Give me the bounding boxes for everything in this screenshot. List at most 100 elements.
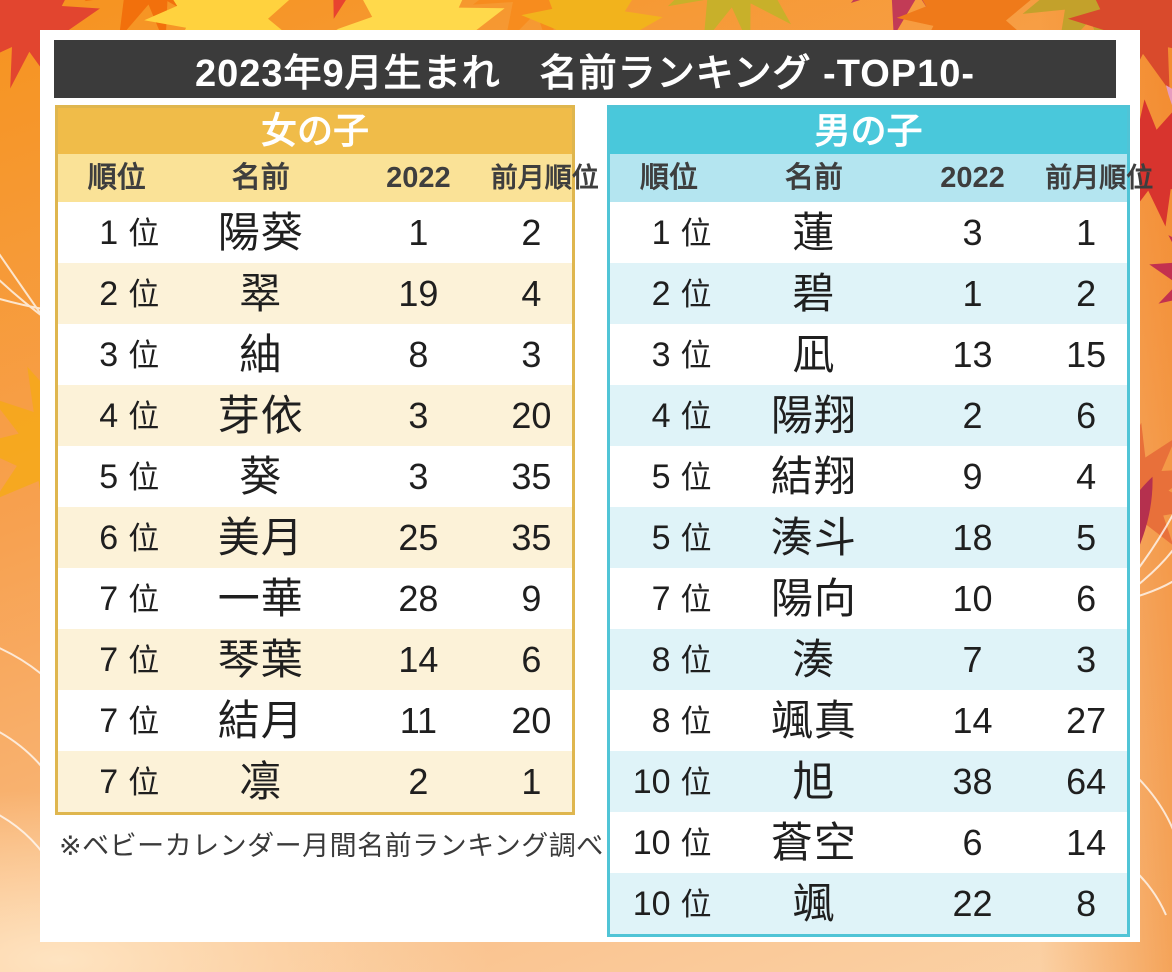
rank-unit: 位 — [680, 215, 712, 251]
rank-2022-cell: 9 — [962, 455, 983, 497]
girls-column-header-row: 順位 名前 2022 前月順位 — [56, 154, 599, 202]
name-cell: 美月 — [217, 513, 304, 561]
rank-number: 2 — [651, 274, 671, 313]
table-row: 10 位 旭 38 64 — [608, 751, 1129, 812]
column-header-prev-month: 前月順位 — [490, 154, 599, 202]
prev-month-rank-cell: 6 — [1076, 577, 1097, 619]
rank-unit: 位 — [680, 642, 712, 678]
rank-2022-cell: 25 — [398, 516, 439, 558]
prev-month-rank-cell: 2 — [1076, 272, 1097, 314]
rank-unit: 位 — [680, 398, 712, 434]
table-row: 10 位 颯 22 8 — [608, 873, 1129, 936]
name-cell: 蓮 — [792, 208, 836, 256]
name-cell: 芽依 — [217, 391, 304, 439]
prev-month-rank-cell: 8 — [1076, 882, 1097, 924]
source-note: ※ベビーカレンダー月間名前ランキング調べ — [59, 831, 604, 861]
name-cell: 颯 — [792, 879, 836, 927]
rank-unit: 位 — [680, 764, 712, 800]
name-cell: 旭 — [792, 757, 836, 805]
prev-month-rank-cell: 14 — [1066, 821, 1107, 863]
rank-number: 10 — [632, 823, 671, 862]
rank-number: 7 — [99, 579, 119, 618]
name-cell: 琴葉 — [217, 635, 304, 683]
name-cell: 湊 — [792, 635, 836, 683]
rank-cell: 10 位 — [609, 873, 729, 936]
column-header-2022: 2022 — [346, 154, 491, 202]
rank-2022-cell: 3 — [408, 455, 429, 497]
boys-table-title: 男の子 — [608, 106, 1129, 154]
prev-month-rank-cell: 27 — [1066, 699, 1107, 741]
rank-unit: 位 — [128, 276, 160, 312]
prev-month-rank-cell: 20 — [511, 699, 552, 741]
rank-number: 7 — [651, 579, 671, 618]
girls-table-title: 女の子 — [56, 106, 574, 154]
rank-number: 8 — [651, 701, 671, 740]
name-cell: 颯真 — [770, 696, 857, 744]
column-header-rank: 順位 — [56, 154, 176, 202]
rank-number: 3 — [99, 335, 119, 374]
rank-unit: 位 — [128, 337, 160, 373]
rank-2022-cell: 28 — [398, 577, 439, 619]
rank-unit: 位 — [680, 459, 712, 495]
name-cell: 紬 — [239, 330, 283, 378]
rank-number: 4 — [651, 396, 671, 435]
rank-unit: 位 — [128, 398, 160, 434]
rank-unit: 位 — [128, 703, 160, 739]
rank-number: 7 — [99, 640, 119, 679]
rank-number: 5 — [99, 457, 119, 496]
name-cell: 蒼空 — [770, 818, 857, 866]
name-cell: 葵 — [239, 452, 283, 500]
rank-unit: 位 — [128, 215, 160, 251]
rank-unit: 位 — [680, 886, 712, 922]
rank-unit: 位 — [680, 520, 712, 556]
prev-month-rank-cell: 35 — [511, 455, 552, 497]
rank-unit: 位 — [680, 276, 712, 312]
rank-2022-cell: 14 — [398, 638, 439, 680]
rank-2022-cell: 38 — [952, 760, 993, 802]
name-cell: 湊斗 — [770, 513, 857, 561]
rank-2022-cell: 14 — [952, 699, 993, 741]
rank-number: 6 — [99, 518, 119, 557]
rank-2022-cell: 19 — [398, 272, 439, 314]
name-cell: 碧 — [792, 269, 836, 317]
rank-number: 8 — [651, 640, 671, 679]
prev-month-rank-cell: 9 — [521, 577, 542, 619]
rank-2022-cell: 10 — [952, 577, 993, 619]
rank-2022-cell: 1 — [408, 211, 429, 253]
rank-2022-cell: 13 — [952, 333, 993, 375]
rank-number: 1 — [99, 213, 119, 252]
prev-month-rank-cell: 35 — [511, 516, 552, 558]
prev-month-rank-cell: 20 — [511, 394, 552, 436]
rank-2022-cell: 3 — [408, 394, 429, 436]
column-header-rank: 順位 — [608, 154, 729, 202]
